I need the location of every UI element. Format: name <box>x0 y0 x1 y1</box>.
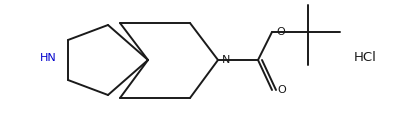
Text: HN: HN <box>40 53 56 63</box>
Text: O: O <box>277 85 286 95</box>
Text: O: O <box>276 27 285 37</box>
Text: N: N <box>222 55 230 65</box>
Text: HCl: HCl <box>354 51 377 64</box>
